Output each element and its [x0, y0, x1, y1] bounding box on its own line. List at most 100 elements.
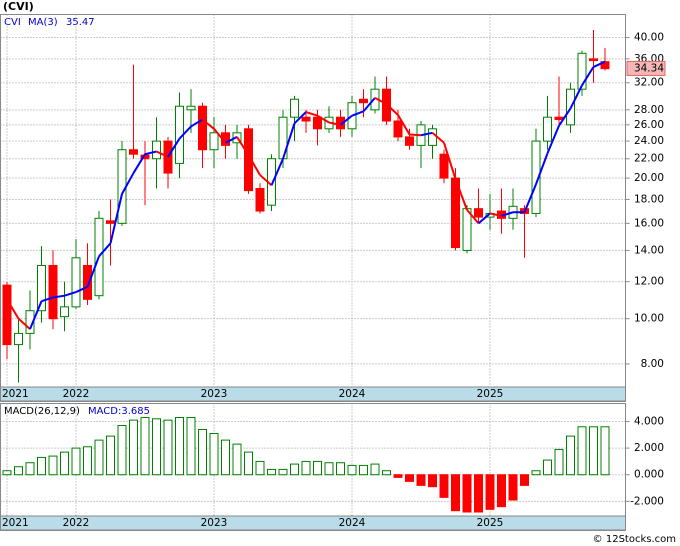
- y-tick-label: 2.000: [634, 442, 664, 454]
- candle-body: [244, 128, 253, 192]
- macd-bar: [554, 448, 564, 476]
- macd-bar: [14, 466, 23, 476]
- macd-bar: [2, 470, 12, 476]
- ma-line: [489, 212, 502, 217]
- candle-body: [163, 140, 173, 174]
- ma-line: [316, 114, 330, 124]
- ma-line: [409, 133, 422, 137]
- price-date-band: [0, 386, 626, 402]
- ma-line: [443, 142, 457, 180]
- macd-bar: [370, 463, 380, 476]
- ma-line: [167, 138, 181, 158]
- ma-line: [501, 211, 514, 217]
- y-tick-label: 10.00: [634, 313, 664, 325]
- macd-bar: [600, 426, 610, 476]
- ma-line: [178, 125, 192, 140]
- candle-body: [71, 257, 81, 308]
- candle-body: [152, 140, 161, 160]
- ma-line: [581, 66, 595, 86]
- ma-line: [190, 118, 204, 128]
- macd-bar: [428, 474, 437, 488]
- y-tick-label: 12.00: [634, 276, 664, 288]
- candle-body: [359, 98, 368, 104]
- ma-line: [236, 136, 250, 156]
- ma-line: [109, 193, 123, 244]
- macd-bar: [301, 460, 311, 476]
- candle-body: [531, 140, 541, 214]
- macd-bar: [175, 416, 184, 476]
- macd-bar: [497, 474, 506, 508]
- macd-bar: [336, 462, 345, 476]
- ma-line: [569, 84, 583, 109]
- ma-line: [121, 172, 135, 195]
- ma-line: [64, 291, 77, 297]
- x-tick-label: 2022: [63, 388, 90, 400]
- ma-line: [156, 150, 169, 158]
- candle-body: [393, 120, 403, 138]
- macd-bar: [543, 459, 552, 476]
- candle-body: [577, 52, 587, 90]
- ma-line: [546, 125, 560, 154]
- ma-line: [535, 152, 549, 185]
- macd-bar: [347, 464, 357, 476]
- macd-bar: [267, 468, 276, 476]
- macd-legend-value: MACD:3.685: [88, 406, 150, 417]
- ma-line: [339, 114, 353, 126]
- macd-bar: [474, 474, 483, 513]
- y-tick-label: 16.00: [634, 217, 664, 229]
- y-tick-label: 8.00: [641, 358, 664, 370]
- y-tick-label: 36.00: [634, 53, 664, 65]
- x-tick-label: 2021: [2, 388, 29, 400]
- price-frame: [0, 14, 626, 402]
- macd-bar: [439, 474, 449, 498]
- candle-body: [60, 306, 69, 318]
- macd-bar: [37, 456, 46, 476]
- ma-line: [86, 255, 100, 288]
- macd-bar: [566, 435, 575, 476]
- y-tick-label: 14.00: [634, 244, 664, 256]
- ma-line: [558, 107, 572, 127]
- y-tick-label: 0.000: [634, 469, 664, 481]
- macd-bar: [313, 460, 322, 476]
- ma-line: [431, 132, 445, 144]
- macd-bar: [520, 474, 529, 486]
- macd-bar: [140, 416, 150, 476]
- candle-body: [462, 208, 472, 251]
- macd-bar: [60, 451, 69, 476]
- macd-bar: [589, 426, 598, 476]
- x-tick-label: 2021: [2, 517, 29, 529]
- macd-bar: [485, 474, 495, 510]
- ma-line: [75, 285, 88, 294]
- macd-bar: [163, 419, 173, 476]
- ma-line: [6, 298, 20, 320]
- chart-title: (CVI): [3, 0, 34, 13]
- candle-body: [255, 187, 265, 212]
- macd-bar: [290, 463, 299, 476]
- y-tick-label: 40.00: [634, 31, 664, 43]
- macd-bar: [152, 418, 161, 476]
- y-tick-label: 24.00: [634, 135, 664, 147]
- y-tick-label: 22.00: [634, 153, 664, 165]
- macd-date-band: [0, 515, 626, 531]
- candle-body: [543, 116, 552, 142]
- candle-body: [186, 105, 196, 111]
- macd-bar: [382, 470, 391, 476]
- macd-bar: [186, 416, 196, 476]
- x-tick-label: 2024: [339, 517, 366, 529]
- legend-ma-value: 35.47: [66, 17, 95, 28]
- ma-line: [351, 110, 364, 117]
- last-price-box: [626, 60, 666, 76]
- candle-body: [313, 116, 322, 130]
- macd-bar: [198, 428, 207, 476]
- candle-body: [25, 310, 35, 334]
- ma-line: [132, 153, 146, 174]
- ma-line: [397, 114, 411, 135]
- ma-line: [593, 60, 606, 68]
- candle-body: [129, 149, 138, 155]
- y-tick-label: 18.00: [634, 193, 664, 205]
- ma-line: [98, 242, 112, 257]
- ma-line: [305, 111, 318, 117]
- candle-body: [336, 116, 345, 130]
- macd-bar: [117, 424, 127, 476]
- ma-line: [362, 97, 376, 112]
